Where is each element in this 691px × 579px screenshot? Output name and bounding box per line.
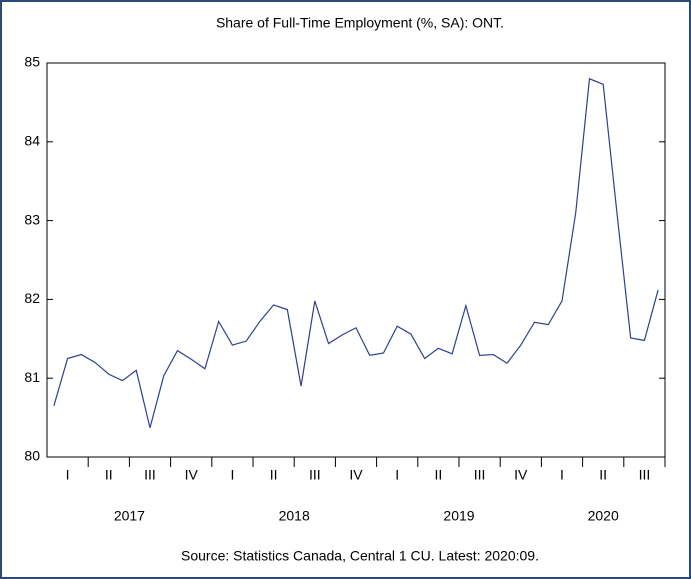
x-tick-label: IV [514,467,528,483]
x-tick-label: I [395,467,399,483]
x-tick-label: II [435,467,443,483]
x-tick-label: II [105,467,113,483]
x-tick-label: I [560,467,564,483]
x-tick-label: III [474,467,486,483]
x-tick-label: III [639,467,651,483]
y-tick-label: 81 [24,369,40,385]
y-tick-label: 84 [24,133,40,149]
source-note: Source: Statistics Canada, Central 1 CU.… [181,548,539,564]
y-tick-label: 80 [24,448,40,464]
data-line [53,77,659,428]
year-label: 2019 [443,508,474,524]
year-label: 2018 [279,508,310,524]
x-tick-label: II [270,467,278,483]
y-tick-label: 83 [24,211,40,227]
year-label: 2017 [114,508,145,524]
x-tick-label: III [144,467,156,483]
x-tick-label: II [599,467,607,483]
y-tick-label: 85 [24,54,40,70]
y-tick-label: 82 [24,290,40,306]
plot-area [46,62,666,458]
x-tick-label: I [66,467,70,483]
chart-title: Share of Full-Time Employment (%, SA): O… [216,15,504,31]
year-label: 2020 [588,508,619,524]
x-tick-label: IV [349,467,363,483]
x-tick-label: III [309,467,321,483]
x-tick-label: I [230,467,234,483]
x-tick-label: IV [185,467,199,483]
